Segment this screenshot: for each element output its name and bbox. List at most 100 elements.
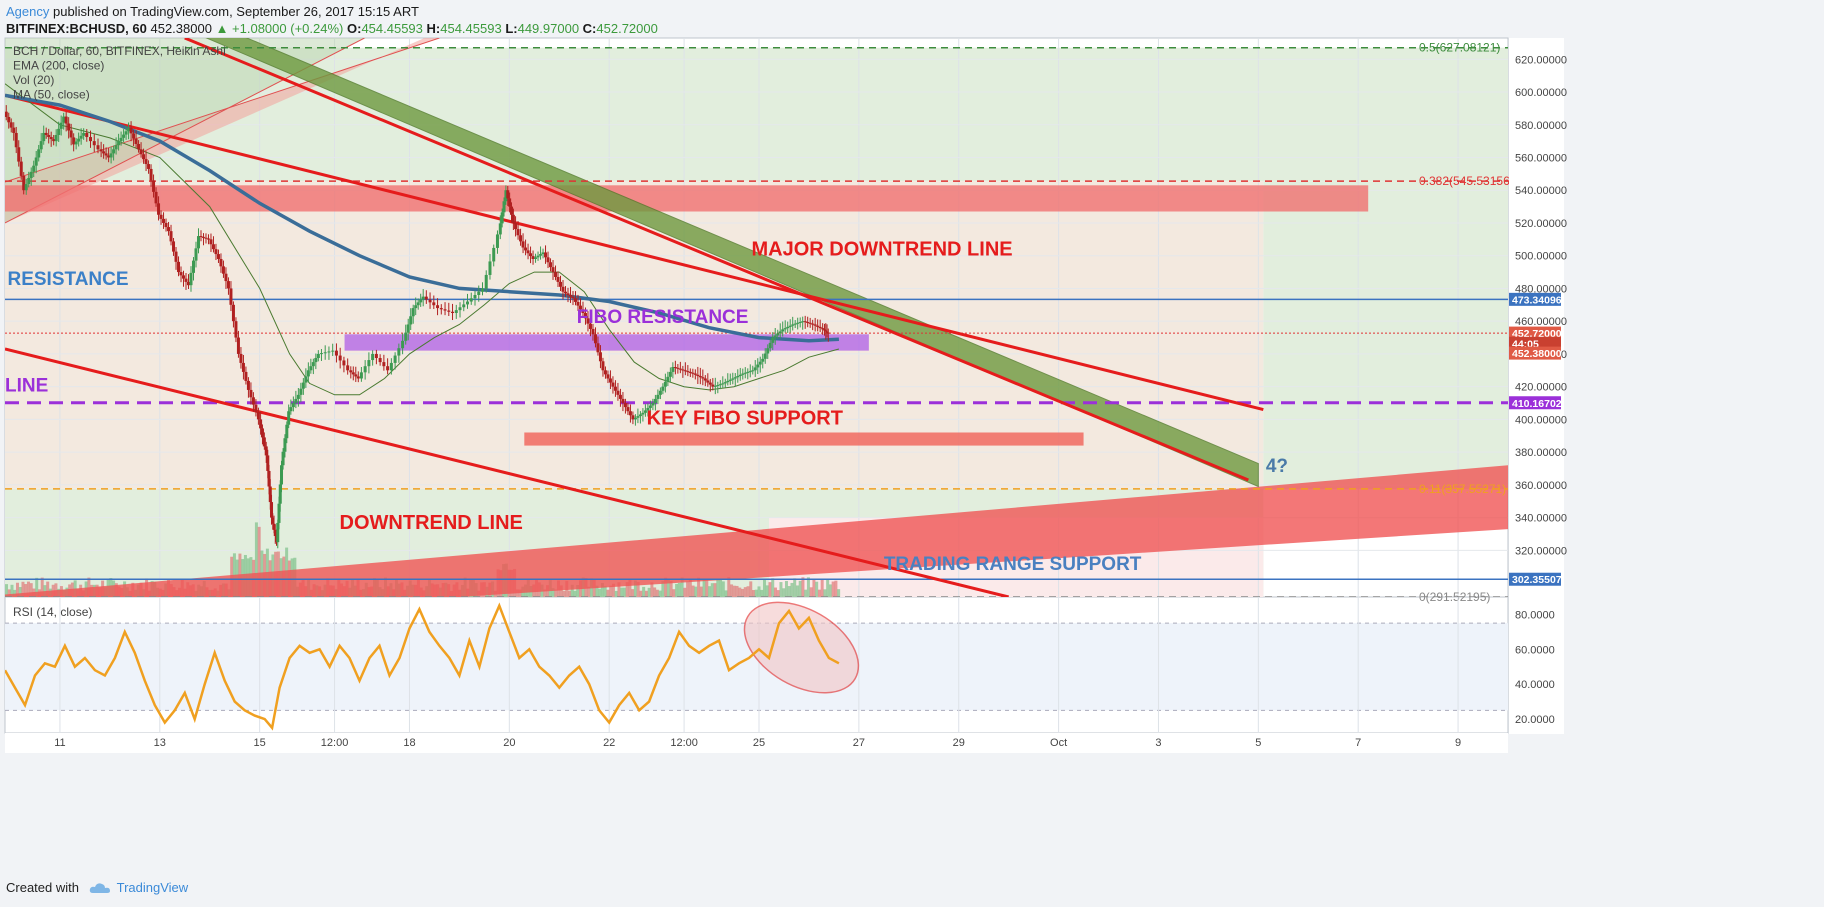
candle-body [623, 403, 627, 408]
candle-body [713, 385, 717, 387]
candle-body [824, 330, 828, 332]
legend-item-3: MA (50, close) [13, 88, 90, 102]
time-axis-bg [5, 733, 1508, 753]
candle-body [327, 351, 331, 353]
candle-body [294, 398, 298, 404]
price-tick-0: 620.00000 [1515, 54, 1567, 66]
candle-body [117, 141, 121, 146]
candle-body [421, 296, 425, 300]
candle-body [24, 184, 28, 191]
candle-body [132, 133, 136, 139]
candle-body [229, 288, 233, 305]
price-tick-3: 560.00000 [1515, 152, 1567, 164]
candle-body [606, 374, 610, 379]
candle-body [266, 455, 270, 471]
time-tick-1: 13 [154, 737, 166, 749]
candle-body [296, 394, 300, 399]
candle-body [549, 262, 553, 268]
volume-bar [762, 579, 766, 597]
rsi-tick-3: 20.0000 [1515, 714, 1555, 726]
volume-bar [664, 577, 668, 597]
volume-bar [735, 585, 739, 597]
time-tick-8: 25 [753, 737, 765, 749]
candle-body [85, 132, 89, 138]
annotation-4: KEY FIBO SUPPORT [647, 407, 843, 429]
candle-body [559, 281, 563, 287]
candle-body [264, 446, 268, 456]
candle-body [783, 328, 787, 330]
candle-body [129, 128, 133, 134]
volume-bar [719, 579, 723, 597]
volume-bar [254, 522, 258, 597]
candle-body [59, 122, 63, 129]
volume-bar [598, 588, 602, 597]
volume-bar [46, 581, 50, 597]
author-link[interactable]: Agency [6, 4, 50, 19]
annotation-5: 4? [1266, 456, 1288, 477]
candle-body [681, 369, 685, 371]
candle-body [216, 254, 220, 259]
volume-bar [633, 580, 637, 597]
rsi-tick-1: 60.0000 [1515, 644, 1555, 656]
candle-body [663, 381, 667, 387]
volume-bar [675, 583, 679, 597]
candle-body [189, 272, 193, 286]
candle-body [643, 410, 647, 413]
candle-body [613, 386, 617, 391]
candle-body [621, 398, 625, 404]
candle-body [331, 350, 335, 352]
candle-body [371, 353, 375, 361]
publish-info: published on TradingView.com, September … [49, 4, 419, 19]
candle-body [271, 517, 275, 524]
candle-body [82, 132, 86, 136]
volume-bar [15, 582, 19, 597]
volume-bar [29, 583, 33, 597]
candle-body [581, 309, 585, 313]
candle-body [424, 296, 428, 300]
ticker-change: ▲ +1.08000 (+0.24%) [215, 21, 344, 36]
volume-bar [694, 586, 698, 597]
volume-bar [771, 578, 775, 597]
volume-bar [784, 581, 788, 597]
volume-bar [823, 589, 827, 597]
candle-body [576, 301, 580, 306]
volume-bar [570, 584, 574, 597]
candle-body [239, 353, 243, 363]
time-tick-12: 3 [1155, 737, 1161, 749]
volume-bar [683, 587, 687, 597]
rising-channel-line-2 [5, 38, 440, 183]
candle-body [492, 247, 496, 262]
candle-body [808, 322, 812, 324]
volume-bar [765, 585, 769, 597]
candle-body [291, 403, 295, 408]
time-tick-4: 18 [403, 737, 415, 749]
candle-body [454, 310, 458, 313]
candle-body [52, 139, 56, 142]
candle-body [618, 394, 622, 399]
volume-bar [837, 589, 841, 597]
candle-body [206, 238, 210, 240]
candle-body [796, 322, 800, 324]
candle-body [367, 360, 371, 367]
price-badge-3: 452.38000 [1512, 348, 1562, 360]
candle-body [519, 235, 523, 242]
candle-body [646, 407, 650, 411]
volume-bar [801, 577, 805, 597]
volume-bar [672, 589, 676, 597]
candle-body [104, 153, 108, 156]
candle-body [666, 376, 670, 382]
volume-bar [35, 577, 39, 597]
time-tick-13: 5 [1255, 737, 1261, 749]
candle-body [57, 128, 61, 135]
candle-body [167, 227, 171, 232]
volume-bar [702, 579, 706, 597]
candle-body [184, 278, 188, 282]
candle-body [273, 529, 277, 537]
candle-body [686, 371, 690, 373]
candle-body [447, 310, 451, 312]
candle-body [818, 326, 822, 329]
candle-body [122, 134, 126, 138]
tradingview-link[interactable]: TradingView [116, 880, 189, 895]
created-with: Created with [6, 880, 79, 895]
